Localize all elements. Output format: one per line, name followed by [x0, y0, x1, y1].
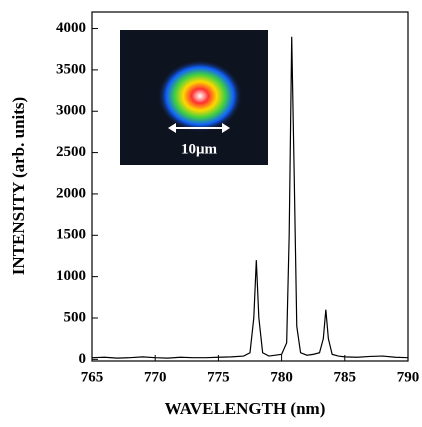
- y-tick-label: 3500: [56, 61, 86, 77]
- y-tick-label: 500: [64, 309, 87, 325]
- y-tick-label: 2000: [56, 185, 86, 201]
- x-axis-label: WAVELENGTH (nm): [165, 399, 326, 418]
- x-tick-label: 790: [397, 369, 420, 385]
- y-tick-label: 0: [79, 351, 87, 367]
- chart: 10μm WAVELENGTH (nm) INTENSITY (arb. uni…: [0, 0, 422, 422]
- x-tick-label: 775: [207, 369, 230, 385]
- y-tick-label: 4000: [56, 20, 86, 36]
- scale-label: 10μm: [181, 141, 218, 157]
- x-tick-label: 765: [81, 369, 104, 385]
- x-tick-label: 770: [144, 369, 167, 385]
- y-tick-label: 3000: [56, 103, 86, 119]
- beam-spot: [158, 60, 242, 132]
- y-tick-label: 2500: [56, 144, 86, 160]
- y-tick-label: 1500: [56, 227, 86, 243]
- x-tick-label: 785: [334, 369, 357, 385]
- y-tick-label: 1000: [56, 268, 86, 284]
- x-tick-label: 780: [270, 369, 293, 385]
- y-axis-label: INTENSITY (arb. units): [9, 97, 28, 275]
- inset-image: 10μm: [120, 30, 268, 165]
